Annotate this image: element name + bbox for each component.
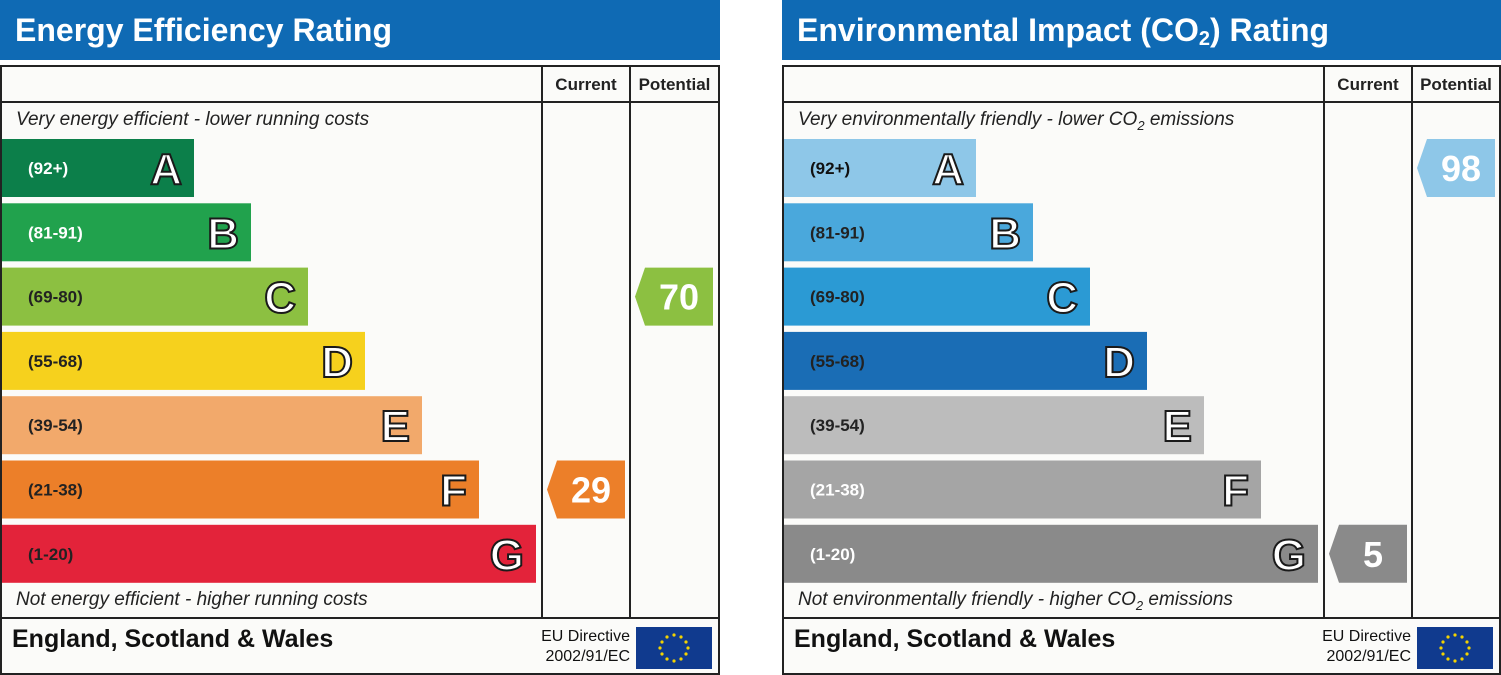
band-a-range: (92+) [28, 159, 68, 178]
potential-rating-value: 98 [1441, 148, 1481, 189]
eu-directive-text: EU Directive 2002/91/EC [1322, 627, 1411, 667]
energy-efficiency-panel: Energy Efficiency Rating Current Potenti… [0, 0, 720, 675]
band-d-letter: D [321, 338, 353, 387]
caption-subscript: 2 [1137, 117, 1145, 133]
band-b-range: (81-91) [28, 223, 83, 242]
header-divider [2, 101, 718, 103]
current-rating-arrow [547, 460, 625, 519]
column-divider [1411, 67, 1413, 617]
potential-column-header: Potential [1420, 75, 1492, 94]
eu-flag-icon [1417, 627, 1493, 669]
eu-stars [1439, 633, 1471, 663]
column-divider [1323, 67, 1325, 617]
bottom-caption: Not environmentally friendly - higher CO… [798, 589, 1233, 613]
band-b-letter: B [207, 209, 239, 258]
band-e-letter: E [1163, 402, 1192, 451]
band-d-range: (55-68) [28, 352, 83, 371]
title-subscript: 2 [1198, 28, 1210, 50]
band-c-letter: C [264, 274, 296, 323]
rating-frame: Current Potential Very environmentally f… [782, 65, 1501, 675]
column-divider [629, 67, 631, 617]
band-f-letter: F [440, 467, 467, 516]
eu-directive-text: EU Directive 2002/91/EC [541, 627, 630, 667]
current-rating-arrow [1329, 524, 1407, 583]
eu-stars [658, 633, 690, 663]
band-f-range: (21-38) [28, 481, 83, 500]
band-g-bar [2, 524, 536, 583]
band-b-range: (81-91) [810, 223, 865, 242]
top-caption: Very energy efficient - lower running co… [16, 109, 370, 130]
bottom-caption: Not energy efficient - higher running co… [16, 589, 368, 610]
rating-frame: Current Potential Very energy efficient … [0, 65, 720, 675]
header-divider [784, 101, 1499, 103]
directive-line2: 2002/91/EC [1326, 648, 1411, 665]
band-g-bar [784, 524, 1318, 583]
chart-title: Energy Efficiency Rating [15, 12, 392, 48]
rating-bars: (92+) A (81-91) B (69-80) C (55-68) D (39-54) E (2… [784, 139, 1495, 583]
band-b-bar [2, 203, 251, 262]
band-c-letter: C [1046, 274, 1078, 323]
current-rating-value: 5 [1363, 534, 1383, 575]
footer-divider [2, 617, 718, 619]
potential-rating-value: 70 [659, 277, 699, 318]
band-g-letter: G [490, 531, 524, 580]
band-a-letter: A [932, 145, 964, 194]
stars-ring [1439, 633, 1471, 663]
column-divider [541, 67, 543, 617]
band-e-bar [2, 396, 422, 455]
current-column-header: Current [555, 75, 617, 94]
current-rating-value: 29 [571, 470, 611, 511]
band-f-bar [2, 460, 479, 519]
caption-subscript: 2 [1135, 597, 1144, 613]
rating-bars: (92+) A (81-91) B (69-80) C (55-68) D (39-54) E (2… [2, 139, 713, 583]
band-a-range: (92+) [810, 159, 850, 178]
band-f-bar [784, 460, 1261, 519]
band-g-range: (1-20) [28, 545, 73, 564]
caption-suffix: emissions [1144, 109, 1235, 130]
band-g-letter: G [1272, 531, 1306, 580]
environmental-impact-panel: Environmental Impact (CO2) Rating Curren… [782, 0, 1501, 675]
directive-line1: EU Directive [1322, 628, 1411, 645]
band-f-letter: F [1222, 467, 1249, 516]
region-label: England, Scotland & Wales [12, 625, 334, 653]
band-e-range: (39-54) [28, 416, 83, 435]
stars-ring [658, 633, 690, 663]
band-e-bar [784, 396, 1204, 455]
top-caption: Very environmentally friendly - lower CO… [798, 109, 1234, 133]
band-c-bar [784, 267, 1090, 326]
title-bar: Environmental Impact (CO2) Rating [782, 0, 1501, 60]
caption-suffix: emissions [1143, 589, 1233, 610]
band-d-range: (55-68) [810, 352, 865, 371]
band-a-letter: A [150, 145, 182, 194]
band-d-bar [784, 331, 1147, 390]
title-main: Environmental Impact (CO [797, 12, 1199, 48]
directive-line2: 2002/91/EC [545, 648, 630, 665]
band-d-letter: D [1103, 338, 1135, 387]
band-c-range: (69-80) [28, 288, 83, 307]
caption-main: Very environmentally friendly - lower CO [798, 109, 1138, 130]
footer-divider [784, 617, 1499, 619]
directive-line1: EU Directive [541, 628, 630, 645]
band-b-bar [784, 203, 1033, 262]
band-c-bar [2, 267, 308, 326]
potential-column-header: Potential [638, 75, 711, 94]
title-bar: Energy Efficiency Rating [0, 0, 720, 60]
potential-rating-arrow [1417, 139, 1495, 197]
band-e-range: (39-54) [810, 416, 865, 435]
caption-main: Not environmentally friendly - higher CO [798, 589, 1136, 610]
band-f-range: (21-38) [810, 481, 865, 500]
band-a-bar [784, 139, 976, 197]
chart-title: Environmental Impact (CO2) Rating [797, 0, 1329, 69]
eu-flag-icon [636, 627, 712, 669]
band-c-range: (69-80) [810, 288, 865, 307]
band-g-range: (1-20) [810, 545, 855, 564]
band-b-letter: B [989, 209, 1021, 258]
title-suffix: ) Rating [1209, 12, 1330, 48]
potential-rating-arrow [635, 267, 713, 326]
band-e-letter: E [381, 402, 410, 451]
current-column-header: Current [1337, 75, 1399, 94]
band-d-bar [2, 331, 365, 390]
band-a-bar [2, 139, 194, 197]
region-label: England, Scotland & Wales [794, 625, 1116, 653]
